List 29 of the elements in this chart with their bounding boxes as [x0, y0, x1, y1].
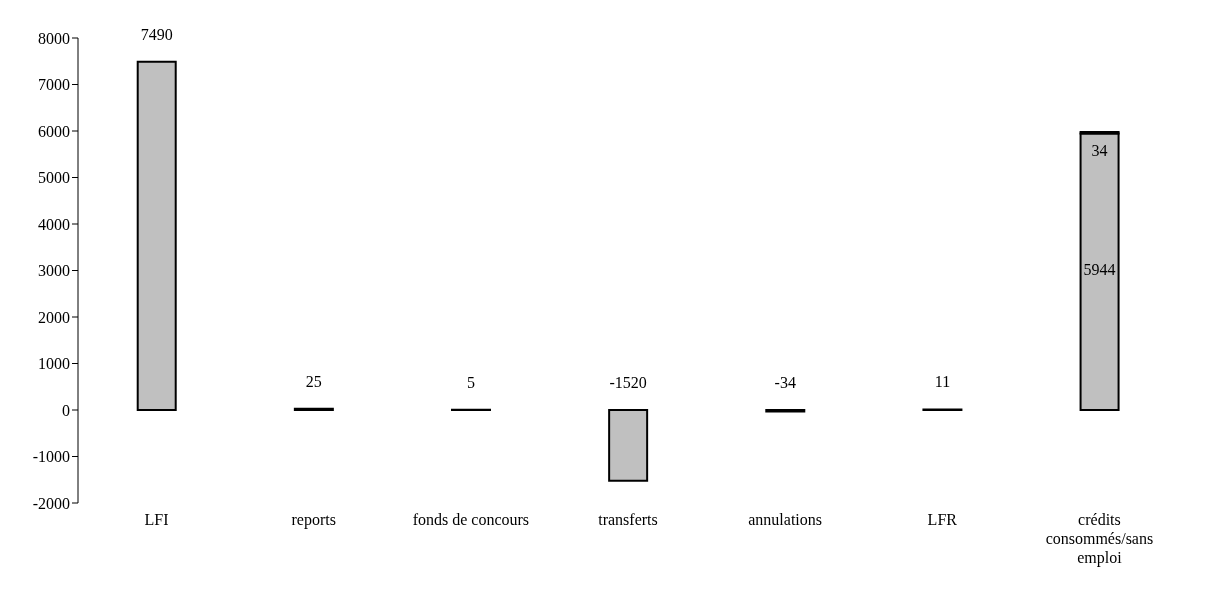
data-label: -34: [774, 374, 796, 391]
data-label: 7490: [140, 25, 173, 43]
x-tick-label: transferts: [598, 511, 658, 528]
y-tick-label: 7000: [38, 76, 70, 94]
y-tick-label: -2000: [32, 494, 70, 512]
bar: [136, 60, 177, 411]
x-tick-label: annulations: [748, 511, 823, 528]
x-tick-label: crédits consommés/sans emploi: [1045, 511, 1154, 567]
x-tick-label: LFI: [144, 511, 169, 528]
y-tick-label: 3000: [38, 262, 70, 280]
x-tick-label: reports: [291, 511, 336, 529]
y-tick-label: 4000: [38, 215, 70, 233]
y-tick-label: 0: [62, 401, 70, 419]
data-label: 5: [467, 373, 475, 391]
y-tick-label: 1000: [38, 355, 70, 373]
data-label: 5944: [1083, 261, 1116, 279]
bar: [1079, 132, 1120, 411]
x-tick-label: LFR: [927, 511, 958, 528]
y-tick-label: 6000: [38, 122, 70, 140]
data-label: 11: [934, 373, 951, 391]
bar: [608, 409, 649, 482]
x-tick-label: fonds de concours: [412, 511, 530, 528]
data-label: -1520: [609, 374, 647, 391]
data-label: 25: [305, 372, 322, 390]
y-tick-label: 8000: [38, 29, 70, 47]
y-tick-label: 2000: [38, 308, 70, 326]
y-tick-label: -1000: [32, 448, 70, 466]
y-tick-label: 5000: [38, 169, 70, 187]
data-label: 34: [1091, 141, 1108, 159]
